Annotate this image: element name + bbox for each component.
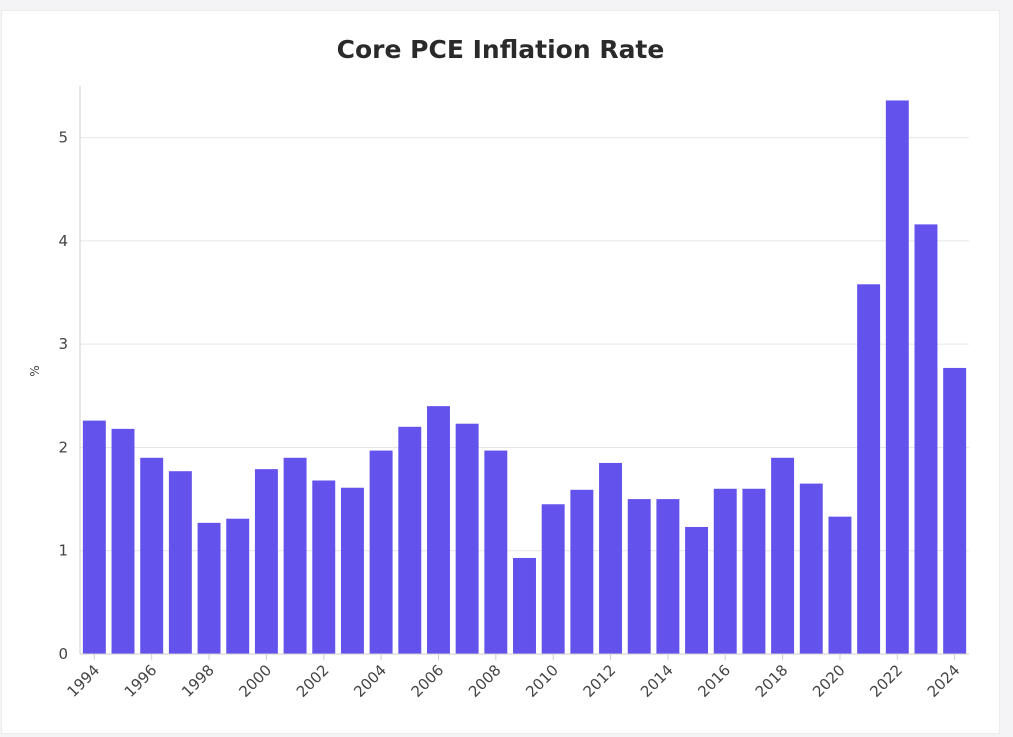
- x-tick-label: 1998: [178, 661, 218, 701]
- bar-2023: [914, 224, 938, 655]
- bar-1997: [168, 471, 192, 654]
- x-tick-label: 2012: [580, 661, 620, 701]
- bar-2001: [283, 457, 307, 654]
- x-tick-label: 2014: [637, 661, 677, 701]
- bar-2012: [599, 462, 623, 654]
- x-tick-label: 2002: [293, 661, 333, 701]
- x-tick-label: 2004: [350, 661, 390, 701]
- bars: [82, 100, 967, 655]
- chart-card: Core PCE Inflation Rate 0 1 2 3 4 5 1994 1996 19…: [1, 10, 1000, 734]
- y-tick-label: 1: [58, 542, 68, 560]
- x-tick-label: 2020: [809, 661, 849, 701]
- x-tick-label: 2008: [465, 661, 505, 701]
- bar-2006: [426, 406, 450, 654]
- bar-2022: [885, 100, 909, 654]
- bar-1998: [197, 522, 221, 654]
- y-tick-label: 3: [58, 335, 68, 353]
- x-tick-label: 1994: [63, 661, 103, 701]
- chart-title: Core PCE Inflation Rate: [336, 35, 665, 64]
- bar-2000: [254, 469, 278, 654]
- bar-2008: [484, 450, 508, 654]
- bar-chart: 0 1 2 3 4 5 1994 1996 1998 2000 2002 2004 2006 2008 20…: [28, 86, 969, 701]
- x-tick-label: 2006: [408, 661, 448, 701]
- bar-2018: [771, 457, 795, 654]
- y-axis-label: %: [28, 365, 42, 376]
- bar-2015: [685, 526, 709, 654]
- bar-2014: [656, 499, 680, 654]
- bar-2005: [398, 426, 422, 654]
- bar-2013: [627, 499, 651, 654]
- y-tick-label: 2: [58, 438, 68, 456]
- y-tick-label: 4: [58, 232, 68, 250]
- bar-2011: [570, 489, 594, 654]
- bar-2019: [799, 483, 823, 654]
- bar-2009: [513, 557, 536, 654]
- bar-1995: [111, 428, 135, 654]
- bar-1994: [82, 420, 106, 654]
- bar-2010: [541, 504, 565, 654]
- bar-1996: [140, 457, 164, 654]
- bar-2003: [340, 487, 364, 654]
- x-tick-label: 1996: [121, 661, 161, 701]
- bar-1999: [226, 518, 250, 654]
- x-tick-label: 2024: [924, 661, 964, 701]
- x-tick-label: 2016: [694, 661, 734, 701]
- bar-2002: [312, 480, 336, 654]
- x-tick-label: 2022: [866, 661, 906, 701]
- y-tick-label: 5: [58, 129, 68, 147]
- bar-2020: [828, 516, 852, 654]
- bar-2007: [455, 423, 479, 654]
- bar-2024: [943, 367, 967, 654]
- bar-2004: [369, 450, 393, 654]
- x-tick-label: 2010: [522, 661, 562, 701]
- y-tick-label: 0: [58, 645, 68, 663]
- bar-2016: [713, 488, 737, 654]
- bar-2017: [742, 488, 766, 654]
- x-tick-label: 2000: [236, 661, 276, 701]
- gridlines: [80, 137, 969, 552]
- bar-2021: [857, 284, 881, 654]
- x-tick-label: 2018: [752, 661, 792, 701]
